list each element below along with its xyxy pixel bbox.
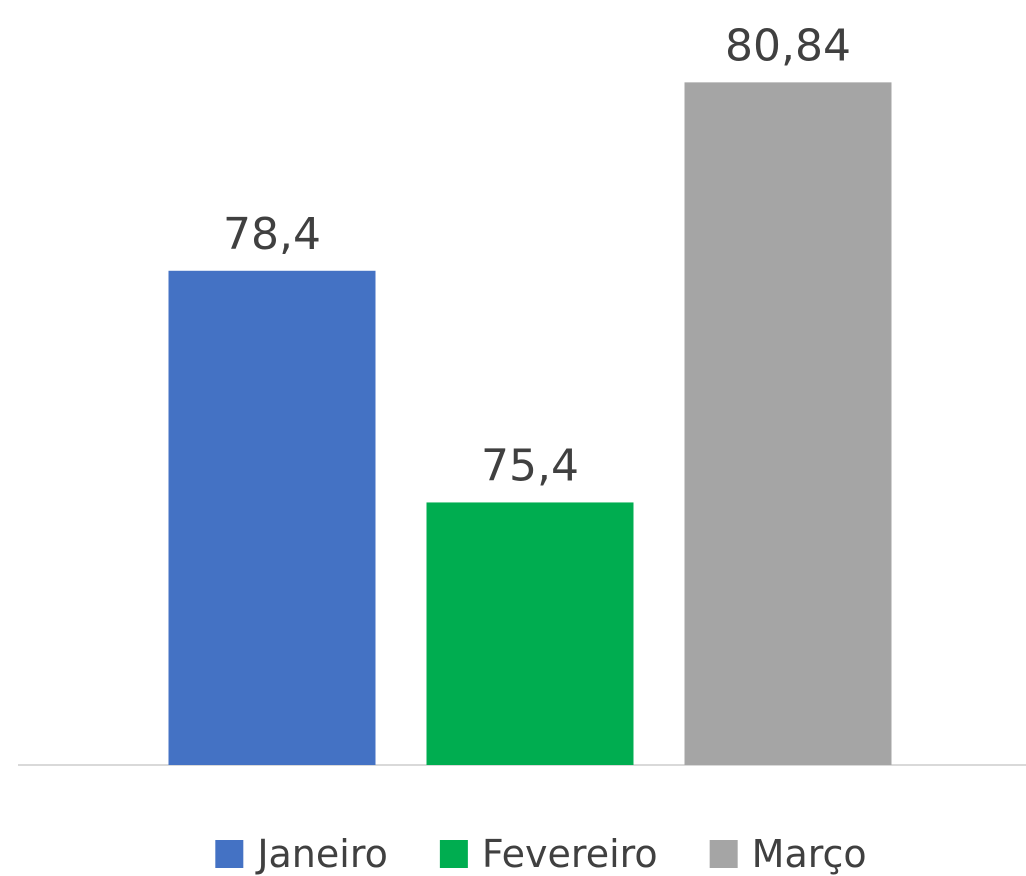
legend-swatch bbox=[215, 840, 244, 868]
bar bbox=[426, 502, 634, 765]
bar bbox=[684, 82, 892, 766]
value-label: 75,4 bbox=[481, 440, 579, 491]
legend-label: Janeiro bbox=[255, 832, 388, 876]
value-label: 80,84 bbox=[725, 20, 851, 71]
legend-label: Fevereiro bbox=[482, 832, 658, 876]
legend-swatch bbox=[709, 840, 738, 868]
value-label: 78,4 bbox=[223, 209, 321, 260]
bar bbox=[168, 270, 376, 765]
legend-swatch bbox=[439, 840, 468, 868]
legend-label: Março bbox=[752, 832, 867, 876]
